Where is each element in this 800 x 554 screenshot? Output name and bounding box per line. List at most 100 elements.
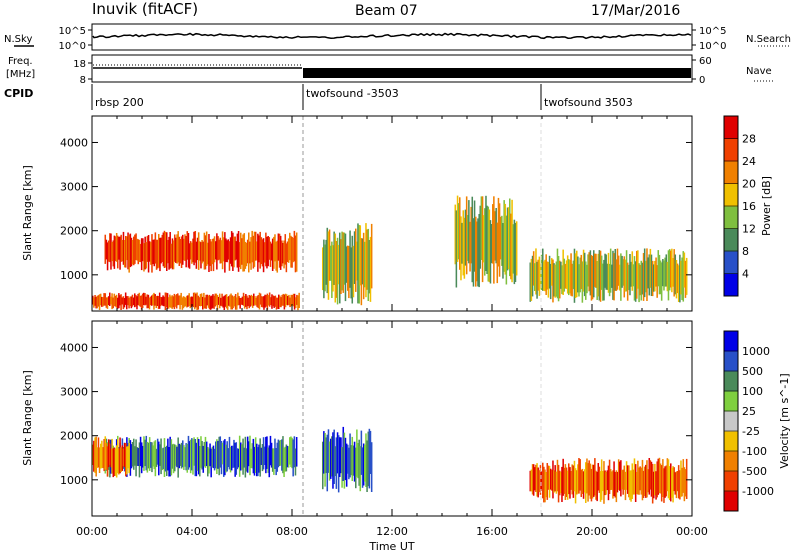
velocity-echo-cell [232, 445, 234, 468]
velocity-echo-cell [295, 437, 298, 467]
power-echo-cell [297, 295, 299, 311]
power-echo-cell [554, 264, 556, 298]
velocity-echo-cell [653, 471, 655, 499]
velocity-echo-cell [540, 470, 543, 491]
velocity-colorbar-swatch [724, 411, 738, 432]
power-echo-cell [182, 296, 185, 309]
velocity-echo-cell [284, 446, 287, 472]
power-echo-cell [107, 296, 110, 306]
power-echo-cell [219, 237, 222, 264]
power-echo-cell [270, 297, 272, 305]
power-echo-cell [286, 241, 289, 262]
power-echo-cell [570, 253, 572, 296]
power-echo-cell [645, 260, 647, 293]
power-echo-cell [205, 231, 208, 266]
power-echo-cell [294, 235, 297, 273]
power-colorbar-swatch [724, 206, 738, 229]
power-echo-cell [476, 221, 478, 282]
power-echo-cell [369, 236, 372, 302]
velocity-echo-cell [216, 439, 218, 474]
velocity-echo-cell [325, 437, 327, 474]
power-echo-cell [160, 296, 162, 307]
velocity-echo-cell [249, 435, 251, 476]
velocity-echo-cell [215, 441, 217, 469]
velocity-colorbar-label: Velocity [m s^-1] [778, 373, 791, 468]
power-echo-cell [130, 296, 133, 309]
power-echo-cell [147, 235, 150, 273]
velocity-colorbar-swatch [724, 491, 738, 512]
power-echo-cell [201, 240, 203, 264]
power-echo-cell [202, 296, 204, 310]
power-colorbar-tick: 12 [742, 223, 756, 236]
velocity-echo-cell [105, 443, 108, 470]
power-y-tick-label: 3000 [60, 181, 88, 194]
velocity-echo-cell [267, 447, 269, 473]
power-echo-cell [656, 265, 658, 298]
power-echo-cell [248, 295, 251, 309]
power-echo-cell [666, 261, 669, 292]
power-echo-cell [530, 258, 533, 301]
power-echo-cell [194, 231, 197, 263]
power-echo-cell [334, 233, 337, 303]
power-echo-cell [159, 237, 161, 272]
power-echo-cell [485, 195, 487, 271]
power-echo-cell [124, 292, 127, 305]
power-echo-cell [195, 293, 197, 308]
velocity-echo-cell [262, 437, 265, 470]
x-tick-label: 00:00 [676, 525, 708, 538]
power-echo-cell [598, 250, 601, 301]
velocity-echo-cell [560, 471, 562, 494]
time-axis-label: Time UT [368, 540, 414, 553]
velocity-echo-cell [537, 467, 539, 498]
power-echo-cell [160, 237, 162, 264]
power-echo-cell [492, 204, 494, 264]
velocity-echo-cell [650, 461, 653, 497]
power-echo-cell [611, 264, 613, 288]
velocity-x-tick-labels: 00:00 04:00 08:00 12:00 16:00 20:00 00:00 [76, 525, 708, 538]
velocity-colorbar-swatch [724, 431, 738, 452]
power-colorbar-swatch [724, 116, 738, 139]
power-echo-cell [287, 296, 289, 306]
velocity-echo-cell [350, 445, 352, 476]
power-echo-cell [114, 236, 117, 262]
velocity-colorbar-tick: 1000 [742, 345, 770, 358]
power-echo-cell [174, 234, 176, 262]
power-echo-cell [158, 234, 160, 268]
velocity-echo-cell [188, 441, 191, 468]
cpid-label: CPID [4, 87, 33, 100]
velocity-echo-cell [536, 463, 538, 497]
power-echo-cell [538, 256, 541, 296]
power-echo-cell [194, 292, 196, 310]
velocity-echo-cell [600, 459, 603, 500]
velocity-echo-cell [282, 436, 284, 474]
power-echo-cell [345, 246, 348, 283]
power-echo-cell [279, 295, 281, 307]
power-echo-cell [621, 255, 623, 288]
velocity-echo-cell [203, 442, 206, 467]
power-echo-cell [540, 254, 543, 290]
power-echo-cell [146, 294, 148, 309]
power-echo-cell [187, 295, 189, 307]
velocity-echo-cell [128, 443, 130, 474]
velocity-echo-cell [568, 463, 570, 495]
velocity-echo-cell [347, 444, 349, 474]
cpid-segment-1: rbsp 200 [95, 96, 144, 109]
power-echo-cell [591, 256, 594, 300]
velocity-echo-cell [199, 446, 201, 477]
velocity-echo-cell [145, 435, 148, 471]
velocity-echo-cell [563, 467, 566, 494]
velocity-echo-cell [529, 470, 532, 492]
power-echo-cell [502, 223, 504, 279]
power-echo-cell [280, 297, 282, 308]
velocity-echo-cell [569, 467, 571, 499]
power-echo-cell [266, 293, 269, 310]
velocity-echo-cell [604, 470, 606, 496]
power-echo-cell [138, 292, 141, 306]
velocity-echo-cell [557, 464, 560, 503]
power-colorbar-tick: 28 [742, 133, 756, 146]
power-echo-cell [195, 241, 198, 269]
velocity-echo-cell [146, 441, 149, 473]
power-echo-cell [574, 253, 577, 298]
velocity-echo-cell [596, 471, 598, 502]
power-echo-cell [161, 297, 163, 305]
